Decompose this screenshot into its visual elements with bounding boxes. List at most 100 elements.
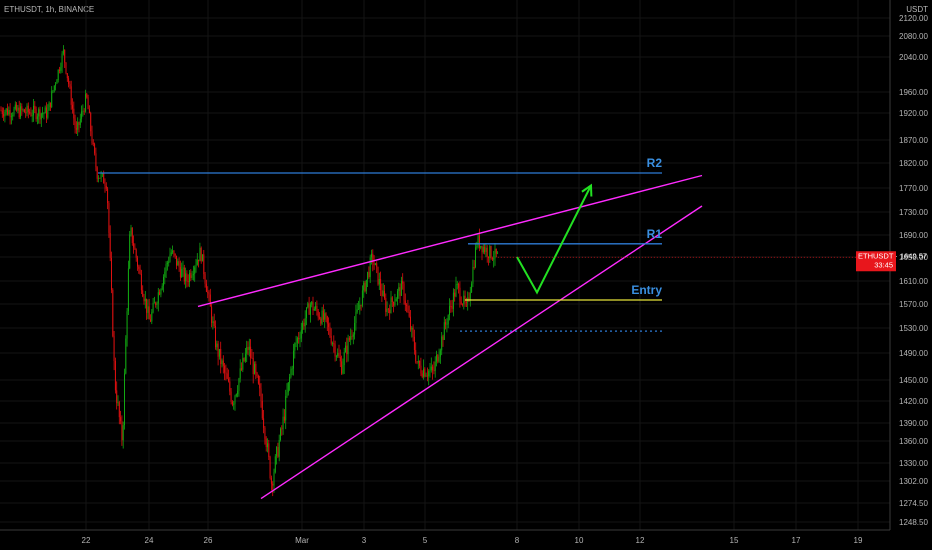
candle-body: [66, 73, 68, 79]
candle-body: [30, 112, 32, 116]
candle-body: [374, 263, 376, 266]
candle-body: [192, 273, 194, 276]
currency-label: USDT: [906, 5, 928, 14]
candle-body: [183, 267, 185, 282]
candle-body: [426, 375, 428, 377]
candle-body: [283, 416, 285, 421]
candle-body: [44, 107, 46, 114]
candle-body: [495, 248, 497, 254]
candle-body: [497, 252, 499, 254]
candle-body: [293, 350, 294, 369]
candle-body: [400, 280, 402, 296]
candle-body: [241, 368, 242, 370]
candle-body: [38, 109, 40, 117]
candle-body: [276, 447, 278, 457]
candle-body: [42, 113, 44, 115]
candle-body: [254, 363, 255, 375]
candle-body: [202, 254, 203, 262]
candle-body: [389, 309, 391, 314]
candle-body: [306, 307, 307, 319]
candle-body: [488, 256, 489, 259]
candle-body: [60, 67, 62, 71]
candle-body: [430, 366, 432, 371]
candle-body: [87, 97, 89, 110]
candle-body: [116, 390, 118, 404]
y-tick-label: 1330.00: [899, 459, 928, 468]
y-tick-label: 1730.00: [899, 208, 928, 217]
candle-body: [298, 338, 300, 339]
candle-body: [341, 361, 343, 374]
candle-body: [342, 364, 344, 374]
candle-body: [127, 268, 129, 312]
candle-body: [7, 108, 8, 115]
candle-body: [251, 357, 253, 359]
candle-body: [399, 287, 401, 296]
candle-body: [10, 116, 12, 118]
candle-body: [244, 353, 246, 362]
candle-body: [59, 69, 60, 71]
candle-body: [235, 394, 237, 396]
candle-body: [215, 326, 216, 348]
candle-body: [307, 303, 309, 308]
candle-body: [345, 345, 346, 353]
candle-body: [99, 177, 101, 179]
candle-body: [397, 291, 398, 299]
candle-body: [287, 382, 289, 393]
candle-body: [69, 84, 71, 87]
y-tick-label: 1960.00: [899, 88, 928, 97]
candle-body: [456, 283, 458, 285]
candle-body: [424, 368, 426, 377]
candle-body: [118, 402, 120, 418]
candle-body: [46, 107, 47, 118]
candle-body: [423, 368, 424, 377]
candle-body: [411, 327, 413, 330]
candle-body: [447, 315, 449, 325]
candle-body: [209, 294, 211, 307]
candle-body: [286, 392, 288, 397]
candle-body: [486, 247, 488, 257]
candle-body: [75, 128, 77, 130]
candle-body: [429, 370, 431, 372]
candle-body: [161, 285, 163, 290]
candle-body: [494, 248, 496, 259]
candle-body: [493, 258, 495, 260]
candle-body: [151, 312, 153, 322]
y-tick-label: 1920.00: [899, 109, 928, 118]
x-tick-label: 19: [854, 536, 863, 545]
candle-body: [355, 311, 357, 324]
candle-body: [480, 245, 482, 248]
candle-body: [442, 336, 444, 340]
y-tick-label: 1274.50: [899, 499, 928, 508]
candle-body: [117, 402, 119, 404]
candle-body: [195, 264, 197, 268]
candle-body: [112, 289, 114, 337]
candle-body: [434, 361, 436, 372]
trendline: [197, 174, 703, 308]
candle-body: [385, 298, 387, 312]
candle-body: [21, 106, 23, 111]
candle-body: [126, 311, 128, 339]
candle-body: [449, 306, 450, 316]
candle-body: [85, 94, 86, 112]
candle-body: [81, 111, 83, 119]
candle-body: [408, 311, 410, 317]
candle-body: [34, 105, 36, 109]
candle-body: [437, 355, 439, 362]
price-badge-sub: 33:45: [874, 260, 893, 269]
candle-body: [356, 309, 358, 312]
candle-body: [359, 304, 361, 310]
chart-symbol-header: ETHUSDT, 1h, BINANCE: [4, 5, 95, 14]
x-tick-label: 24: [145, 536, 154, 545]
candle-body: [174, 253, 176, 256]
candle-body: [22, 109, 24, 111]
candle-body: [178, 261, 180, 268]
candle-body: [185, 273, 187, 282]
candle-body: [329, 326, 331, 336]
candle-body: [351, 336, 353, 338]
candle-body: [358, 309, 359, 310]
candle-body: [390, 297, 392, 314]
candle-body: [181, 269, 183, 278]
candle-body: [333, 343, 335, 345]
candle-body: [234, 395, 236, 404]
